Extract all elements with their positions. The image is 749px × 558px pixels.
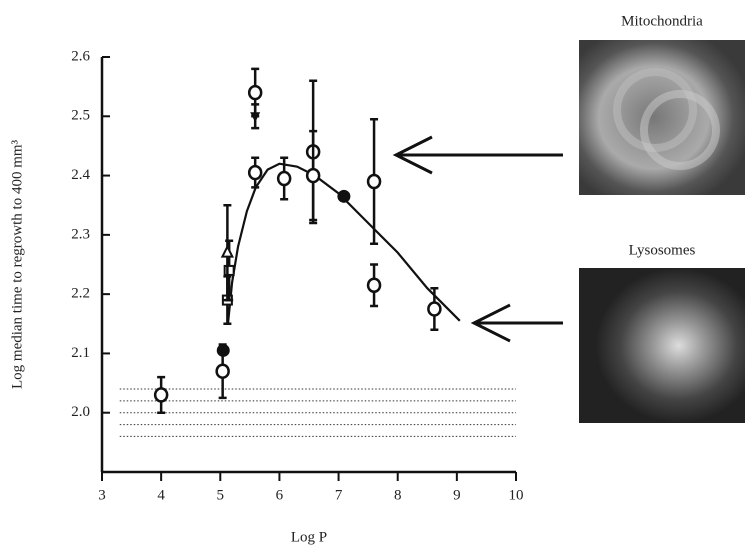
x-tick-label: 7 <box>335 487 343 503</box>
point <box>223 264 235 276</box>
point <box>427 301 442 317</box>
mitochondria-image <box>579 40 745 195</box>
image-caption: Lysosomes <box>629 242 696 258</box>
y-tick-label: 2.0 <box>71 404 90 420</box>
x-axis-label: Log P <box>291 529 327 545</box>
point <box>337 189 351 203</box>
cell-outline <box>640 90 720 170</box>
point <box>247 164 263 181</box>
point <box>220 244 235 258</box>
y-tick-label: 2.1 <box>71 345 90 361</box>
point <box>305 167 321 184</box>
image-caption: Mitochondria <box>621 13 703 29</box>
arrows <box>392 135 563 343</box>
x-tick-label: 8 <box>394 487 402 503</box>
y-tick-label: 2.4 <box>71 167 90 183</box>
lysosomes-image <box>579 268 745 423</box>
x-tick-label: 3 <box>98 487 106 503</box>
y-tick-label: 2.3 <box>71 226 90 242</box>
fit-curve <box>226 162 461 324</box>
x-tick-label: 5 <box>217 487 225 503</box>
point <box>216 343 230 357</box>
point <box>366 173 382 190</box>
point <box>153 387 169 403</box>
x-tick-label: 4 <box>157 487 165 503</box>
point <box>366 277 382 293</box>
y-tick-label: 2.2 <box>71 286 90 302</box>
point <box>215 363 230 379</box>
point <box>250 112 261 123</box>
y-tick-label: 2.6 <box>71 48 90 64</box>
cell-outline <box>613 68 697 152</box>
point <box>276 170 292 187</box>
point <box>247 84 263 101</box>
y-axis-label: Log median time to regrowth to 400 mm³ <box>9 139 25 389</box>
x-tick-label: 9 <box>453 487 461 503</box>
plot: 2.0 2.1 2.2 2.3 2.4 2.5 2.6 3 4 5 6 7 8 9 10 Log P Log m… <box>9 48 523 545</box>
x-tick-label: 6 <box>276 487 284 503</box>
y-tick-label: 2.5 <box>71 108 90 124</box>
x-tick-label: 10 <box>509 487 524 503</box>
